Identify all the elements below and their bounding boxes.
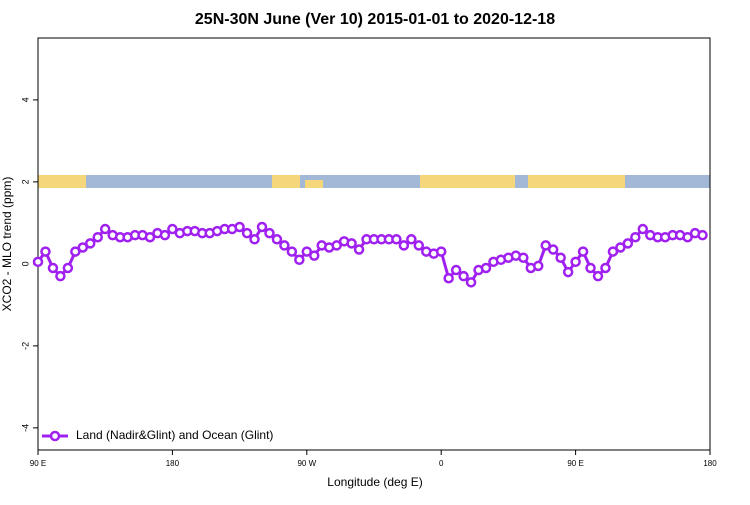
y-tick-label: 2 — [20, 179, 30, 184]
y-tick-label: -2 — [20, 342, 30, 350]
point — [622, 238, 634, 249]
point — [167, 223, 178, 235]
point — [435, 246, 447, 257]
y-tick-label: 4 — [20, 97, 30, 102]
x-tick-label: 90 E — [567, 459, 583, 468]
point — [562, 266, 574, 278]
legend-label: Land (Nadir&Glint) and Ocean (Glint) — [76, 428, 273, 442]
point — [264, 227, 275, 239]
point — [301, 246, 313, 257]
point — [249, 234, 260, 245]
point — [62, 262, 74, 274]
x-axis-label: Longitude (deg E) — [327, 475, 422, 489]
point — [55, 270, 66, 282]
point — [600, 262, 611, 274]
point — [159, 229, 171, 241]
land — [272, 175, 300, 188]
x-tick-label: 90 E — [30, 459, 46, 468]
land-ocean-strip — [38, 175, 710, 188]
point — [697, 229, 708, 241]
point — [615, 242, 626, 253]
point — [592, 270, 604, 282]
point — [40, 246, 51, 257]
point — [458, 270, 469, 282]
point — [413, 240, 425, 251]
x-tick-label: 90 W — [297, 459, 316, 468]
point — [99, 223, 111, 235]
point — [518, 252, 529, 263]
land — [38, 175, 86, 188]
point — [32, 256, 44, 268]
point — [286, 246, 298, 257]
x-tick-label: 0 — [439, 459, 444, 468]
point — [241, 227, 253, 239]
point — [353, 244, 365, 255]
point — [585, 262, 596, 274]
point — [570, 256, 581, 268]
point — [637, 223, 649, 235]
point — [465, 277, 477, 288]
point — [331, 240, 342, 251]
point — [234, 221, 245, 233]
point — [480, 262, 492, 274]
point — [92, 231, 103, 243]
y-tick-label: -4 — [20, 424, 30, 432]
point — [682, 231, 693, 243]
point — [77, 242, 89, 253]
point — [85, 238, 96, 249]
point — [47, 262, 59, 274]
point — [398, 240, 410, 251]
y-tick-label: 0 — [20, 261, 30, 266]
land — [528, 175, 625, 188]
point — [279, 240, 290, 251]
point — [607, 246, 619, 257]
land — [305, 180, 323, 188]
point — [391, 234, 402, 245]
point — [144, 231, 156, 243]
point — [70, 246, 81, 257]
point — [540, 240, 551, 251]
chart-title: 25N-30N June (Ver 10) 2015-01-01 to 2020… — [195, 11, 555, 28]
point — [547, 244, 559, 255]
point — [533, 260, 544, 272]
legend-marker — [49, 430, 61, 442]
point — [346, 238, 357, 249]
point — [555, 252, 566, 263]
point — [406, 234, 417, 245]
plot-frame — [37, 37, 711, 451]
point — [450, 264, 462, 276]
point — [256, 221, 268, 233]
point — [443, 272, 454, 284]
land — [420, 175, 515, 188]
point — [630, 231, 641, 243]
point — [294, 254, 305, 266]
x-tick-label: 180 — [703, 459, 717, 468]
x-tick-label: 180 — [166, 459, 180, 468]
point — [577, 246, 589, 257]
point — [309, 250, 320, 261]
y-axis-label: XCO2 - MLO trend (ppm) — [0, 177, 14, 312]
point — [271, 234, 283, 245]
